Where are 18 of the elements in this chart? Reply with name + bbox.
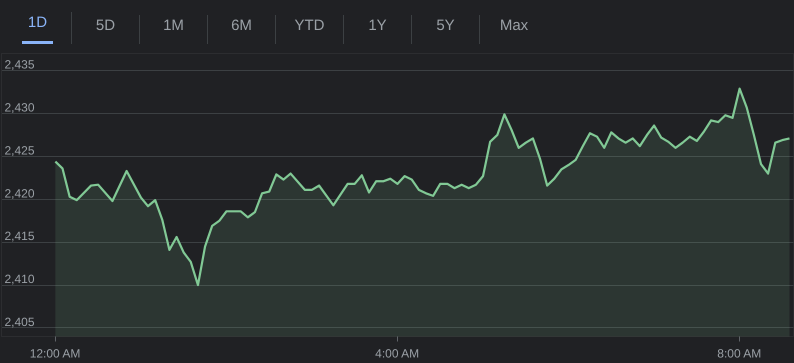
control: 5Y xyxy=(430,14,461,44)
x-tick-label: 8:00 AM xyxy=(717,346,762,360)
y-tick-label: 2,410 xyxy=(4,272,35,286)
y-tick-label: 2,420 xyxy=(4,186,35,200)
y-tick-label: 2,425 xyxy=(4,143,35,158)
y-tick-label: 2,405 xyxy=(4,314,35,329)
x-tick-label: 4:00 AM xyxy=(375,346,420,360)
y-tick-label: 2,435 xyxy=(4,58,35,72)
control: 6M xyxy=(225,14,258,44)
x-tick-label: 12:00 AM xyxy=(30,346,80,360)
y-tick-label: 2,430 xyxy=(4,100,35,115)
y-tick-label: 2,415 xyxy=(4,229,35,244)
control: Max xyxy=(494,14,534,44)
control: 1M xyxy=(157,14,190,44)
control: 1Y xyxy=(362,14,393,44)
control: 1D xyxy=(22,12,54,44)
control: YTD xyxy=(288,14,330,44)
control: 5D xyxy=(90,14,122,44)
